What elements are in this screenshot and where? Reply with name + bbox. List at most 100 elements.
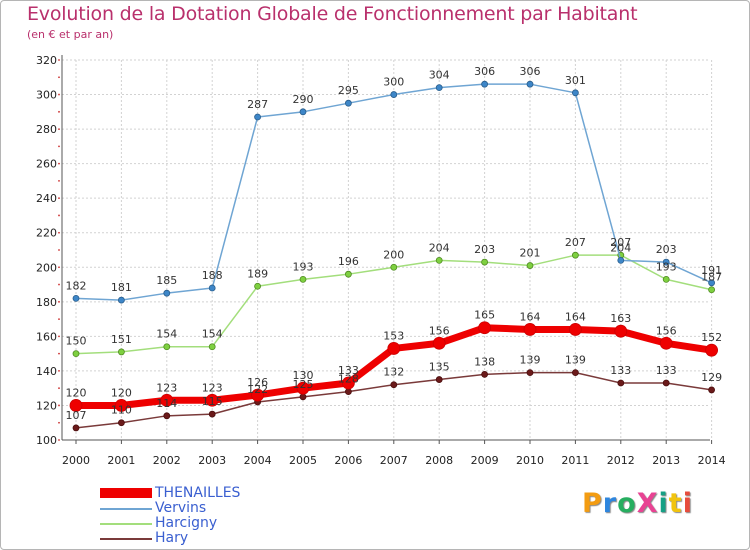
point-hary [208,410,216,418]
y-tick-label: 200 [36,261,57,274]
y-minor-tick [58,421,60,424]
legend-label: Harcigny [155,515,218,531]
data-label-thenailles: 123 [202,381,223,394]
legend: THENAILLES Vervins Harcigny Hary [100,485,360,546]
point-hary [118,419,125,427]
y-major-tick [58,128,60,130]
data-label-thenailles: 156 [429,324,450,337]
y-minor-tick [58,110,60,113]
data-label-hary: 125 [293,378,314,391]
x-tick-label: 2014 [698,454,726,467]
y-tick-label: 280 [36,123,57,136]
point-harcigny [299,275,307,283]
data-label-vervins: 188 [202,269,223,282]
y-major-tick [58,404,60,407]
data-label-thenailles: 120 [111,386,132,399]
y-tick-label: 300 [36,89,57,102]
data-label-harcigny: 154 [202,328,223,341]
data-label-vervins: 191 [701,264,722,277]
data-label-harcigny: 200 [383,248,404,261]
y-tick-label: 260 [36,158,57,171]
data-label-thenailles: 130 [293,369,314,382]
y-minor-tick [58,352,60,355]
point-hary [390,381,398,389]
y-major-tick [58,59,60,61]
point-hary [435,376,443,383]
data-label-vervins: 182 [66,279,87,292]
y-tick-label: 140 [36,365,57,378]
point-harcigny [662,275,670,283]
y-major-tick [58,266,60,269]
point-vervins [617,256,625,264]
data-label-harcigny: 207 [565,236,586,249]
point-harcigny [163,343,171,351]
data-label-hary: 138 [474,355,495,368]
point-thenailles [614,324,628,338]
point-harcigny [572,251,579,259]
point-hary [72,424,80,432]
point-vervins [435,84,443,92]
y-minor-tick [58,145,60,148]
x-tick-label: 2004 [244,454,272,467]
data-label-thenailles: 152 [701,331,722,344]
data-label-thenailles: 126 [247,376,268,389]
data-label-harcigny: 154 [156,328,177,341]
point-vervins [662,258,670,266]
y-major-tick [58,162,60,165]
y-tick-label: 240 [36,192,57,205]
x-tick-label: 2012 [607,454,635,467]
data-label-hary: 128 [338,373,359,386]
y-tick-label: 180 [36,296,57,309]
data-label-hary: 133 [656,364,677,377]
point-harcigny [118,348,125,356]
point-vervins [526,80,534,88]
point-vervins [163,289,171,297]
point-hary [299,393,307,401]
x-tick-label: 2005 [289,454,317,467]
y-minor-tick [58,76,60,79]
data-label-vervins: 290 [293,93,314,106]
point-harcigny [72,350,80,358]
data-label-hary: 139 [520,354,541,367]
point-harcigny [481,258,489,266]
x-tick-label: 2010 [516,454,544,467]
point-vervins [481,80,489,88]
point-thenailles [523,323,537,336]
point-thenailles [341,376,355,390]
point-harcigny [344,270,352,278]
legend-swatch [100,523,152,525]
legend-label: Vervins [155,500,207,516]
data-label-harcigny: 193 [656,260,677,273]
y-major-tick [58,335,60,338]
data-label-vervins: 204 [610,241,631,254]
y-tick-label: 220 [36,227,57,240]
y-minor-tick [58,180,60,182]
data-label-vervins: 304 [429,69,450,82]
data-label-hary: 110 [111,404,132,417]
x-tick-label: 2001 [107,454,135,467]
x-tick-label: 2013 [652,454,680,467]
data-label-vervins: 301 [565,74,586,87]
data-label-vervins: 203 [656,243,677,256]
point-hary [344,388,352,396]
legend-swatch [100,538,152,540]
point-thenailles [569,323,582,336]
y-minor-tick [58,387,60,390]
data-label-vervins: 185 [156,274,177,287]
point-thenailles [705,343,718,357]
y-major-tick [58,300,60,303]
data-label-thenailles: 133 [338,364,359,377]
data-label-vervins: 306 [474,65,495,78]
y-tick-label: 320 [36,54,57,67]
point-vervins [118,296,125,304]
point-vervins [390,91,398,98]
legend-label: THENAILLES [155,485,241,501]
data-label-hary: 114 [156,397,177,410]
y-major-tick [58,197,60,200]
point-thenailles [296,381,310,395]
data-label-vervins: 300 [383,76,404,89]
point-hary [163,412,171,420]
data-label-thenailles: 120 [66,386,87,399]
